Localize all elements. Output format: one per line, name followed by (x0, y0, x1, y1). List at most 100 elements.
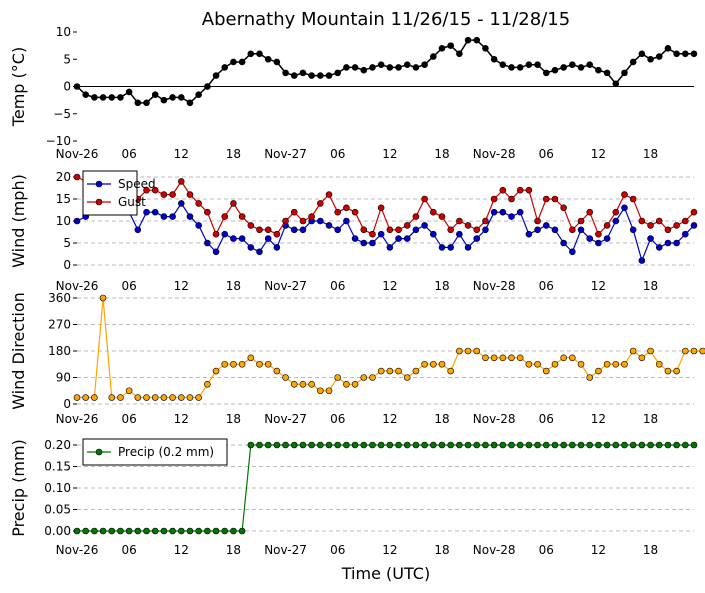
data-point (473, 347, 481, 355)
data-point (542, 367, 550, 375)
data-point (682, 50, 689, 58)
x-tick-label: Nov-28 (473, 412, 516, 426)
data-point (534, 217, 541, 225)
legend-label: Precip (0.2 mm) (118, 445, 214, 459)
data-point (516, 186, 524, 194)
data-point (603, 69, 611, 77)
data-point (204, 527, 211, 535)
legend: Precip (0.2 mm) (82, 438, 228, 466)
data-point (160, 213, 168, 220)
data-point (360, 441, 368, 449)
data-point (508, 213, 515, 220)
data-point (369, 374, 376, 381)
data-point (369, 441, 376, 449)
x-tick-label: 18 (226, 279, 241, 293)
data-point (699, 347, 705, 355)
y-tick-label: 0.00 (44, 524, 71, 538)
data-point (108, 94, 116, 101)
data-point (230, 235, 237, 242)
data-point (542, 441, 550, 449)
x-tick-label: Nov-28 (473, 147, 516, 161)
data-point (186, 191, 194, 198)
data-point (221, 527, 229, 535)
data-point (247, 441, 255, 449)
data-point (177, 394, 185, 401)
y-axis-label: Wind Direction (9, 292, 28, 410)
y-tick-label: 10 (56, 25, 71, 39)
data-point (343, 217, 350, 225)
data-point (673, 239, 680, 247)
data-point (221, 230, 229, 238)
data-point (560, 441, 567, 449)
data-point (516, 64, 524, 71)
data-point (204, 380, 211, 388)
data-point (299, 69, 307, 77)
data-point (143, 527, 150, 535)
data-point (551, 66, 559, 74)
data-point (160, 527, 168, 535)
data-point (238, 235, 246, 242)
data-point (621, 204, 628, 212)
data-point (525, 360, 533, 368)
data-point (499, 61, 507, 68)
data-point (682, 230, 689, 238)
data-point (177, 94, 185, 101)
data-point (482, 217, 489, 225)
data-point (429, 360, 437, 368)
data-point (160, 191, 168, 198)
data-point (490, 208, 498, 216)
data-point (473, 36, 481, 44)
y-tick-label: 0 (63, 397, 71, 411)
data-point (134, 527, 142, 535)
data-point (73, 173, 81, 181)
y-tick-label: 15 (56, 192, 71, 206)
data-point (655, 441, 663, 449)
data-point (438, 360, 446, 368)
data-point (638, 217, 646, 225)
data-point (299, 217, 307, 225)
data-point (282, 217, 289, 225)
data-point (299, 441, 307, 449)
data-point (534, 441, 541, 449)
data-point (421, 360, 428, 368)
data-point (464, 441, 472, 449)
x-tick-label: Nov-27 (264, 543, 307, 557)
data-point (377, 367, 385, 375)
y-tick-label: 180 (48, 344, 71, 358)
x-tick-label: 12 (174, 543, 189, 557)
data-point (360, 239, 368, 247)
data-point (464, 244, 472, 251)
data-point (82, 394, 89, 401)
legend-swatch-dot (95, 180, 103, 188)
data-point (516, 441, 524, 449)
data-point (508, 354, 515, 362)
data-point (629, 347, 637, 355)
data-point (204, 83, 211, 90)
data-point (325, 387, 333, 395)
data-point (438, 244, 446, 251)
data-point (629, 58, 637, 66)
y-tick-label: −10 (46, 134, 71, 148)
data-point (282, 441, 289, 449)
data-point (690, 50, 698, 58)
data-point (290, 380, 298, 388)
data-point (525, 186, 533, 194)
y-tick-label: 270 (48, 318, 71, 332)
x-tick-label: 18 (434, 279, 449, 293)
data-point (308, 213, 315, 220)
x-tick-label: 12 (382, 412, 397, 426)
data-point (586, 208, 594, 216)
data-point (456, 50, 463, 58)
data-point (690, 208, 698, 216)
data-point (360, 374, 368, 381)
data-point (108, 527, 116, 535)
data-point (256, 248, 263, 256)
x-tick-label: 12 (174, 412, 189, 426)
data-point (143, 394, 150, 401)
data-point (169, 527, 176, 535)
data-point (508, 64, 515, 71)
data-point (429, 441, 437, 449)
data-point (664, 239, 672, 247)
x-tick-label: Nov-27 (264, 279, 307, 293)
data-point (386, 441, 394, 449)
